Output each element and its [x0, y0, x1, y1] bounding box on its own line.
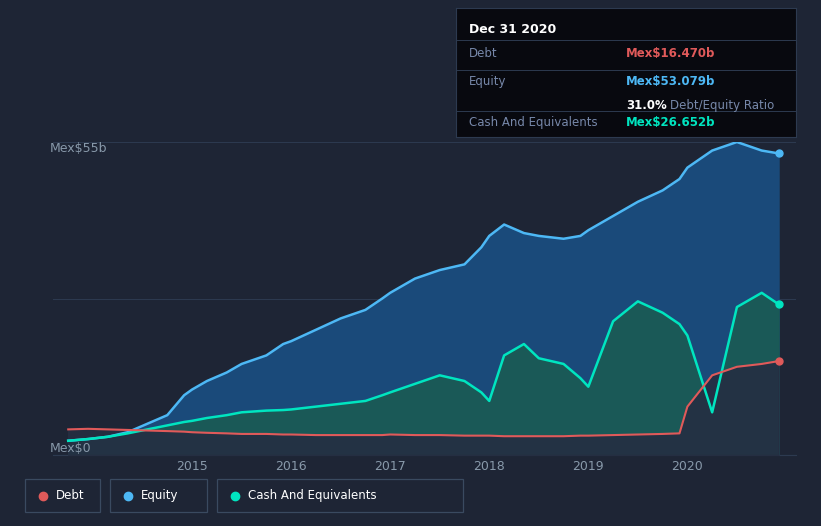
Text: Equity: Equity: [141, 489, 179, 502]
Text: Debt: Debt: [470, 47, 498, 59]
Text: Mex$26.652b: Mex$26.652b: [626, 116, 716, 129]
Text: Debt: Debt: [56, 489, 85, 502]
Text: Mex$16.470b: Mex$16.470b: [626, 47, 715, 59]
Text: Debt/Equity Ratio: Debt/Equity Ratio: [670, 99, 774, 113]
Text: Equity: Equity: [470, 75, 507, 88]
Text: Cash And Equivalents: Cash And Equivalents: [248, 489, 377, 502]
Text: Dec 31 2020: Dec 31 2020: [470, 23, 557, 36]
Text: Mex$53.079b: Mex$53.079b: [626, 75, 715, 88]
Text: 31.0%: 31.0%: [626, 99, 667, 113]
Text: Mex$0: Mex$0: [49, 442, 91, 455]
Text: Mex$55b: Mex$55b: [49, 142, 108, 155]
Text: Cash And Equivalents: Cash And Equivalents: [470, 116, 598, 129]
